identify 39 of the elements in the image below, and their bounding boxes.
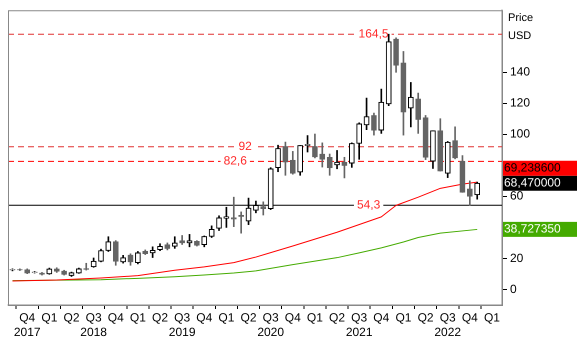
x-tick-label: Q2 <box>329 310 346 325</box>
x-tick-label: Q1 <box>484 310 500 325</box>
x-tick-label: Q4 2017 <box>14 310 41 339</box>
x-tick-label: Q4 <box>196 310 213 325</box>
x-tick-label: Q2 <box>152 310 168 325</box>
x-tick-label: Q3 2019 <box>168 310 196 339</box>
ref-line-label: 92 <box>238 139 252 154</box>
x-tick-label: Q2 <box>418 310 434 325</box>
y-tick-label: 120 <box>510 96 530 110</box>
x-tick-label: Q2 <box>63 310 80 325</box>
x-tick-label: Q1 <box>218 310 235 325</box>
x-tick-label: Q4 <box>284 310 302 325</box>
x-tick-label: Q3 2018 <box>80 310 108 339</box>
x-tick-label: Q3 2020 <box>257 310 284 339</box>
annotation: 38,727350 <box>504 222 562 236</box>
x-tick-label: Q1 <box>306 310 324 325</box>
x-tick-label: Q4 <box>462 310 478 325</box>
annotation: 69,238600 <box>504 160 562 175</box>
y-axis-title: Price USD <box>508 12 534 42</box>
x-tick-label: Q4 <box>373 310 390 325</box>
x-tick-label: Q1 <box>395 310 412 325</box>
ref-line-label: 54,3 <box>356 198 381 212</box>
ref-line-label: 82,6 <box>224 154 248 168</box>
y-tick-label: 60 <box>510 188 524 203</box>
y-tick-label: 0 <box>510 282 517 296</box>
x-tick-label: Q4 <box>108 310 124 325</box>
y-tick-label: 140 <box>510 64 530 79</box>
x-tick-label: Q3 2021 <box>346 310 373 339</box>
annotation: 68,470000 <box>504 176 562 190</box>
candlestick <box>304 135 310 152</box>
x-tick-label: Q2 <box>240 310 257 325</box>
x-tick-label: Q3 2022 <box>434 310 462 339</box>
x-tick-label: Q1 <box>41 310 58 325</box>
ref-line-label: 164,5 <box>358 26 389 41</box>
y-tick-label: 100 <box>510 126 530 141</box>
candlestick <box>342 156 348 178</box>
candlestick <box>186 234 192 248</box>
x-tick-label: Q1 <box>130 310 146 325</box>
y-tick-label: 20 <box>510 250 524 265</box>
